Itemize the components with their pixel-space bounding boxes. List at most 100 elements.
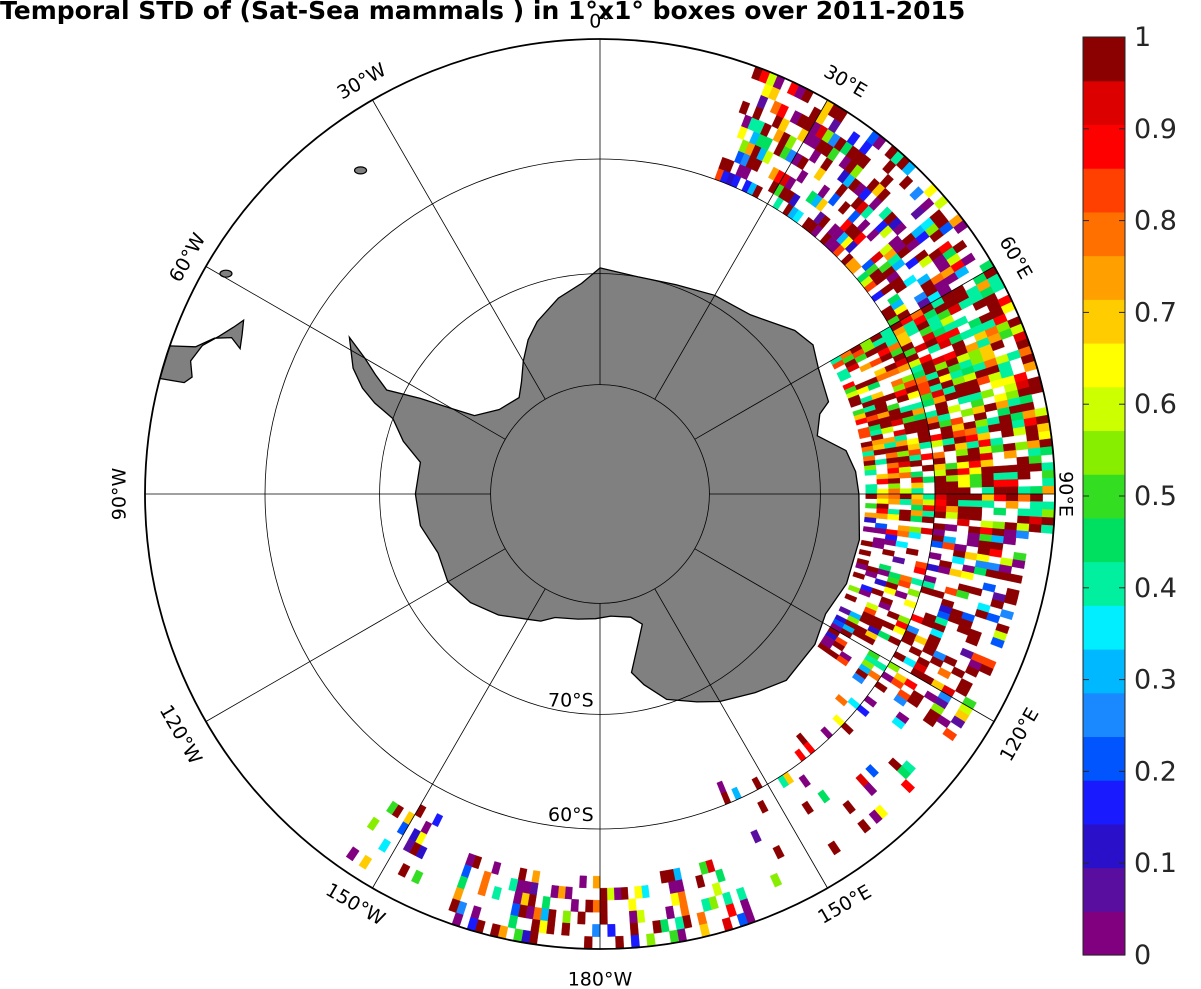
data-cell: [954, 265, 970, 279]
data-cell: [876, 473, 889, 480]
data-cell: [898, 466, 912, 474]
data-cell: [1039, 438, 1053, 448]
data-cell: [911, 476, 924, 484]
colorbar-segment: [1083, 255, 1125, 300]
island: [353, 166, 368, 175]
data-cell: [922, 510, 935, 518]
data-cell: [993, 486, 1007, 495]
colorbar-segment: [1083, 343, 1125, 388]
data-cell: [968, 460, 982, 469]
data-cell: [862, 634, 876, 646]
data-cell: [892, 221, 907, 236]
data-cell: [945, 511, 959, 520]
data-cell: [838, 372, 852, 382]
colorbar-segment: [1083, 823, 1125, 869]
data-cell: [628, 910, 638, 924]
data-cell: [876, 488, 889, 495]
colorbar-segment: [1083, 386, 1125, 432]
data-cell: [378, 838, 392, 853]
data-cell: [993, 507, 1007, 516]
data-cell: [1017, 515, 1031, 525]
data-cell: [957, 480, 971, 488]
data-cell: [448, 898, 461, 913]
data-cell: [981, 473, 995, 481]
data-cell: [1017, 463, 1031, 473]
colorbar-segment: [1083, 299, 1125, 344]
data-cell: [1042, 501, 1055, 511]
data-cell: [958, 487, 971, 495]
data-cell: [911, 482, 924, 489]
data-cell: [888, 488, 901, 495]
data-cell: [1017, 508, 1031, 517]
data-cell: [1041, 509, 1055, 519]
data-cell: [1005, 486, 1019, 495]
colorbar-segment: [1083, 211, 1125, 257]
data-cell: [599, 887, 608, 901]
data-cell: [946, 493, 959, 501]
data-cell: [958, 493, 971, 501]
data-cell: [592, 924, 601, 937]
data-cell: [956, 518, 970, 527]
data-cell: [898, 514, 912, 522]
data-cell: [562, 910, 572, 924]
colorbar-segment: [1083, 37, 1125, 82]
data-cell: [366, 816, 380, 831]
data-cell: [1011, 559, 1026, 569]
data-cell: [868, 809, 883, 824]
data-cell: [981, 466, 994, 475]
data-cell: [1016, 522, 1030, 532]
data-cell: [957, 500, 971, 508]
colorbar-tick-label: 0.7: [1134, 297, 1177, 328]
data-cell: [1029, 462, 1043, 472]
data-cell: [933, 511, 947, 519]
data-cell: [798, 774, 811, 788]
data-cell: [858, 548, 872, 557]
data-cell: [583, 936, 593, 949]
data-cell: [1017, 486, 1031, 495]
data-cell: [846, 131, 861, 147]
data-cell: [411, 869, 424, 885]
colorbar-segment: [1083, 605, 1125, 650]
colorbar-segment: [1083, 736, 1125, 781]
data-cell: [993, 479, 1007, 488]
data-cell: [945, 505, 959, 514]
data-cell: [1014, 441, 1029, 451]
data-cell: [990, 444, 1005, 454]
colorbar-segment: [1083, 517, 1125, 563]
data-cell: [979, 452, 993, 461]
data-cell: [1040, 524, 1055, 534]
data-cell: [613, 887, 622, 901]
data-cell: [888, 498, 901, 505]
data-cell: [964, 665, 980, 678]
data-cell: [397, 863, 411, 878]
data-cell: [876, 493, 889, 500]
data-cell: [636, 909, 646, 924]
data-cell: [606, 887, 615, 901]
data-cell: [646, 933, 656, 947]
data-cell: [969, 513, 982, 521]
data-cell: [934, 481, 947, 489]
data-cell: [887, 513, 900, 521]
data-cell: [899, 472, 912, 479]
data-cell: [1002, 442, 1017, 452]
data-cell: [876, 498, 889, 505]
data-cell: [345, 846, 360, 862]
latitude-label: 70°S: [548, 689, 594, 711]
data-cell: [867, 381, 881, 391]
data-cell: [1030, 486, 1043, 495]
data-cell: [968, 453, 981, 462]
data-cell: [911, 493, 924, 500]
data-cell: [865, 503, 878, 509]
data-cell: [508, 877, 519, 892]
data-cell: [980, 459, 994, 468]
data-cell: [922, 476, 936, 483]
data-cells-layer: [345, 66, 1055, 949]
longitude-line: [205, 266, 506, 440]
data-cell: [946, 499, 959, 507]
data-cell: [960, 252, 976, 267]
longitude-label: 180°W: [568, 969, 633, 989]
data-cell: [550, 884, 560, 899]
data-cell: [491, 886, 502, 901]
data-cell: [990, 339, 1005, 352]
map-boundary: [144, 38, 1056, 950]
